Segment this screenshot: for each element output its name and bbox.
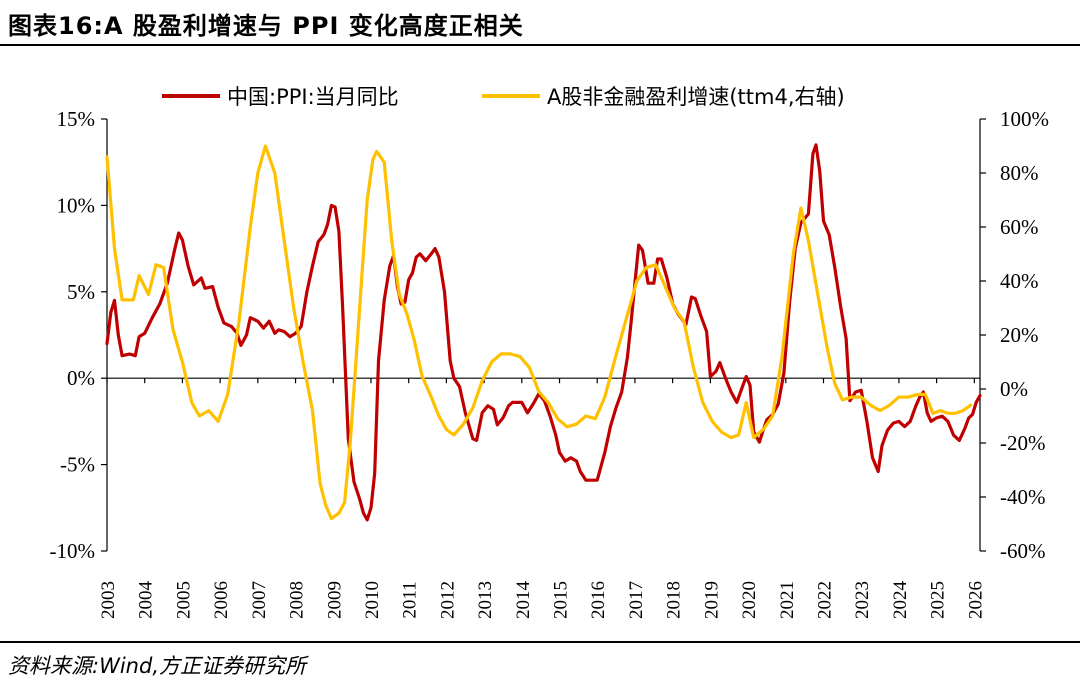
x-tick-label: 2024 (890, 581, 911, 620)
x-tick-label: 2017 (626, 581, 647, 619)
source-rule (0, 641, 1080, 643)
x-tick-label: 2009 (324, 581, 345, 619)
series-line-earnings (105, 144, 973, 521)
right-tick-label: 80% (1000, 161, 1039, 185)
right-tick-label: 0% (1000, 377, 1028, 401)
x-tick-label: 2020 (739, 581, 760, 619)
left-tick-label: -5% (60, 453, 95, 477)
x-tick-label: 2006 (211, 581, 232, 619)
left-tick-label: 15% (57, 107, 96, 131)
legend-label-ppi: 中国:PPI:当月同比 (227, 85, 399, 109)
x-tick-label: 2007 (249, 581, 270, 619)
x-tick-label: 2022 (815, 581, 836, 619)
source-note: 资料来源:Wind,方正证券研究所 (8, 654, 306, 678)
x-tick-label: 2011 (400, 581, 421, 618)
x-tick-label: 2023 (852, 581, 873, 619)
x-tick-label: 2018 (664, 581, 685, 619)
right-tick-label: 20% (1000, 323, 1039, 347)
x-tick-label: 2019 (701, 581, 722, 619)
legend: 中国:PPI:当月同比 A股非金融盈利增速(ttm4,右轴) (162, 85, 845, 109)
right-tick-label: -20% (1000, 431, 1046, 455)
chart-title: 图表16:A 股盈利增速与 PPI 变化高度正相关 (8, 12, 524, 40)
right-tick-label: 60% (1000, 215, 1039, 239)
x-tick-label: 2008 (287, 581, 308, 619)
right-tick-label: -60% (1000, 539, 1046, 563)
right-tick-label: 100% (1000, 107, 1049, 131)
x-tick-label: 2025 (928, 581, 949, 619)
chart: 中国:PPI:当月同比 A股非金融盈利增速(ttm4,右轴) -10% -5% 0%… (50, 85, 1050, 619)
axes: -10% -5% 0% 5% 10% 15% -60% -40% -20% 0% 20% 40% 60%… (50, 107, 1050, 619)
left-tick-label: -10% (50, 539, 96, 563)
left-tick-label: 5% (67, 280, 95, 304)
series-lines (105, 143, 982, 522)
x-tick-label: 2016 (588, 581, 609, 619)
x-tick-label: 2015 (551, 581, 572, 619)
x-tick-label: 2010 (362, 581, 383, 619)
title-underline (0, 44, 1080, 46)
right-tick-label: 40% (1000, 269, 1039, 293)
x-tick-label: 2012 (437, 581, 458, 619)
left-tick-label: 0% (67, 366, 95, 390)
x-tick-label: 2004 (136, 581, 157, 620)
right-tick-label: -40% (1000, 485, 1046, 509)
left-tick-label: 10% (57, 193, 96, 217)
x-tick-label: 2026 (965, 581, 986, 619)
legend-label-earnings: A股非金融盈利增速(ttm4,右轴) (547, 85, 845, 109)
x-tick-label: 2005 (173, 581, 194, 619)
x-tick-label: 2021 (777, 581, 798, 619)
x-tick-label: 2003 (98, 581, 119, 619)
series-line-ppi (105, 143, 982, 522)
x-tick-label: 2014 (513, 581, 534, 620)
x-tick-label: 2013 (475, 581, 496, 619)
